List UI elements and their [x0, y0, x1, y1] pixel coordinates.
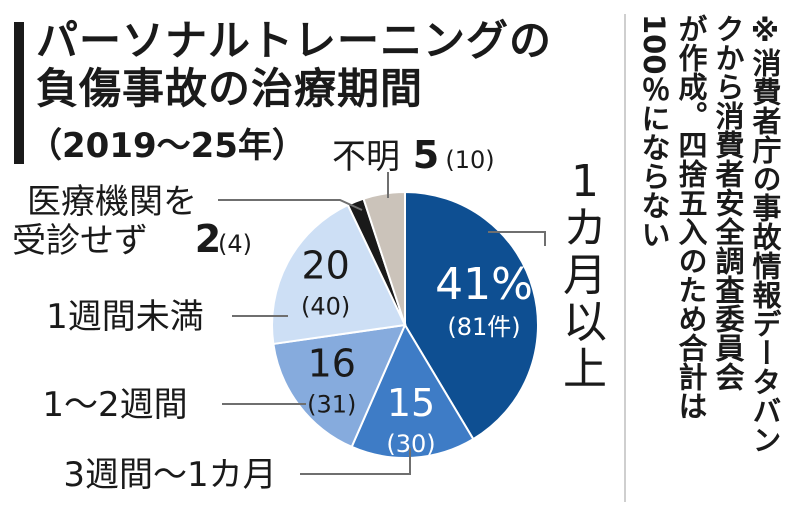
- slice-value-label-1: 15: [387, 381, 435, 425]
- slice-count-label-2: (31): [307, 391, 356, 419]
- slice-count-label-0: (81件): [447, 313, 520, 341]
- slice-category-label-0-char-0: 1: [571, 156, 599, 207]
- slice-count-label-4: (4): [218, 230, 252, 258]
- chart-period: （2019～25年）: [28, 126, 306, 166]
- slice-category-label-0-char-1: カ: [563, 203, 607, 254]
- slice-value-label-5: 5: [413, 133, 439, 177]
- pie-slice-0: [404, 190, 539, 441]
- slice-category-label-0-char-3: 以: [563, 297, 607, 348]
- leader-line-0: [488, 231, 546, 246]
- slice-category-label-0-char-4: 上: [563, 344, 607, 395]
- pie-slice-5: [362, 190, 406, 326]
- note-divider: [624, 14, 626, 502]
- note-line-2: クから消費者安全調査委員会: [711, 14, 745, 391]
- slice-category-label-2: 1～2週間: [42, 385, 187, 425]
- slice-count-label-1: (30): [386, 430, 435, 458]
- pie-slice-3: [271, 203, 407, 346]
- note-line-3: が作成。四捨五入のため合計は: [674, 14, 708, 420]
- leader-line-4: [218, 199, 363, 211]
- slice-value-label-3: 20: [301, 243, 349, 287]
- slice-value-label-4: 2: [195, 217, 221, 261]
- slice-category-label-0-char-2: 月: [563, 250, 607, 301]
- note-line-1: ※消費者庁の事故情報データバン: [748, 14, 782, 454]
- pie-slice-2: [272, 323, 407, 449]
- slice-category-label-5: 不明: [332, 137, 400, 177]
- title-accent-bar: [14, 22, 24, 164]
- slice-value-label-0: 41%: [435, 259, 533, 310]
- chart-title-line1: パーソナルトレーニングの: [36, 16, 553, 65]
- slice-category-label-3: 1週間未満: [46, 297, 204, 337]
- slice-category-label-4-line1: 医療機関を: [27, 182, 197, 222]
- chart-title-line2: 負傷事故の治療期間: [36, 64, 424, 113]
- slice-category-label-1: 3週間～1カ月: [63, 455, 276, 495]
- slice-value-label-2: 16: [308, 342, 356, 386]
- note-line-4: 100％にならない: [637, 14, 671, 249]
- slice-category-label-4-line2: 受診せず: [12, 221, 148, 261]
- leader-line-1: [300, 448, 411, 475]
- pie-slice-1: [350, 322, 475, 459]
- slice-count-label-5: (10): [445, 146, 494, 174]
- slice-count-label-3: (40): [301, 292, 350, 320]
